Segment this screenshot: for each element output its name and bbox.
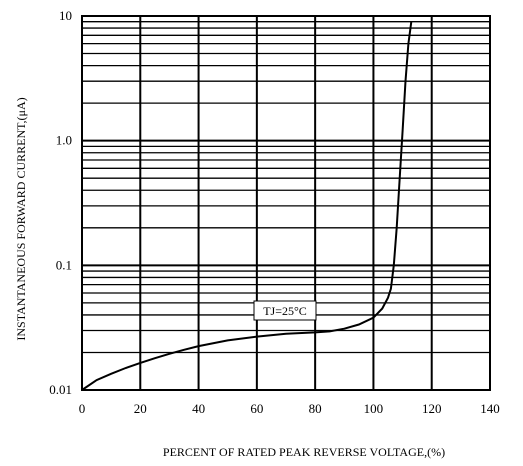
x-tick-label: 120 [422,401,442,416]
y-tick-labels: 0.01 0.1 1.0 10 [49,8,72,397]
x-tick-label: 100 [364,401,384,416]
x-tick-label: 0 [79,401,86,416]
y-tick-label: 1.0 [56,133,72,148]
x-tick-label: 20 [134,401,147,416]
annotation: TJ=25°C [253,300,317,321]
plot-frame [81,15,491,391]
annotation-text: TJ=25°C [263,304,307,318]
y-tick-label: 0.1 [56,257,72,272]
x-tick-label: 60 [250,401,263,416]
x-tick-label: 80 [309,401,322,416]
x-axis-title: PERCENT OF RATED PEAK REVERSE VOLTAGE,(%… [163,445,445,459]
y-tick-label: 0.01 [49,382,72,397]
x-tick-labels: 0 20 40 60 80 100 120 140 [79,401,500,416]
y-axis-title: INSTANTANEOUS FORWARD CURRENT,(μA) [14,97,28,340]
series-line [81,21,413,391]
x-tick-label: 140 [480,401,500,416]
y-tick-label: 10 [59,8,72,23]
x-tick-label: 40 [192,401,205,416]
